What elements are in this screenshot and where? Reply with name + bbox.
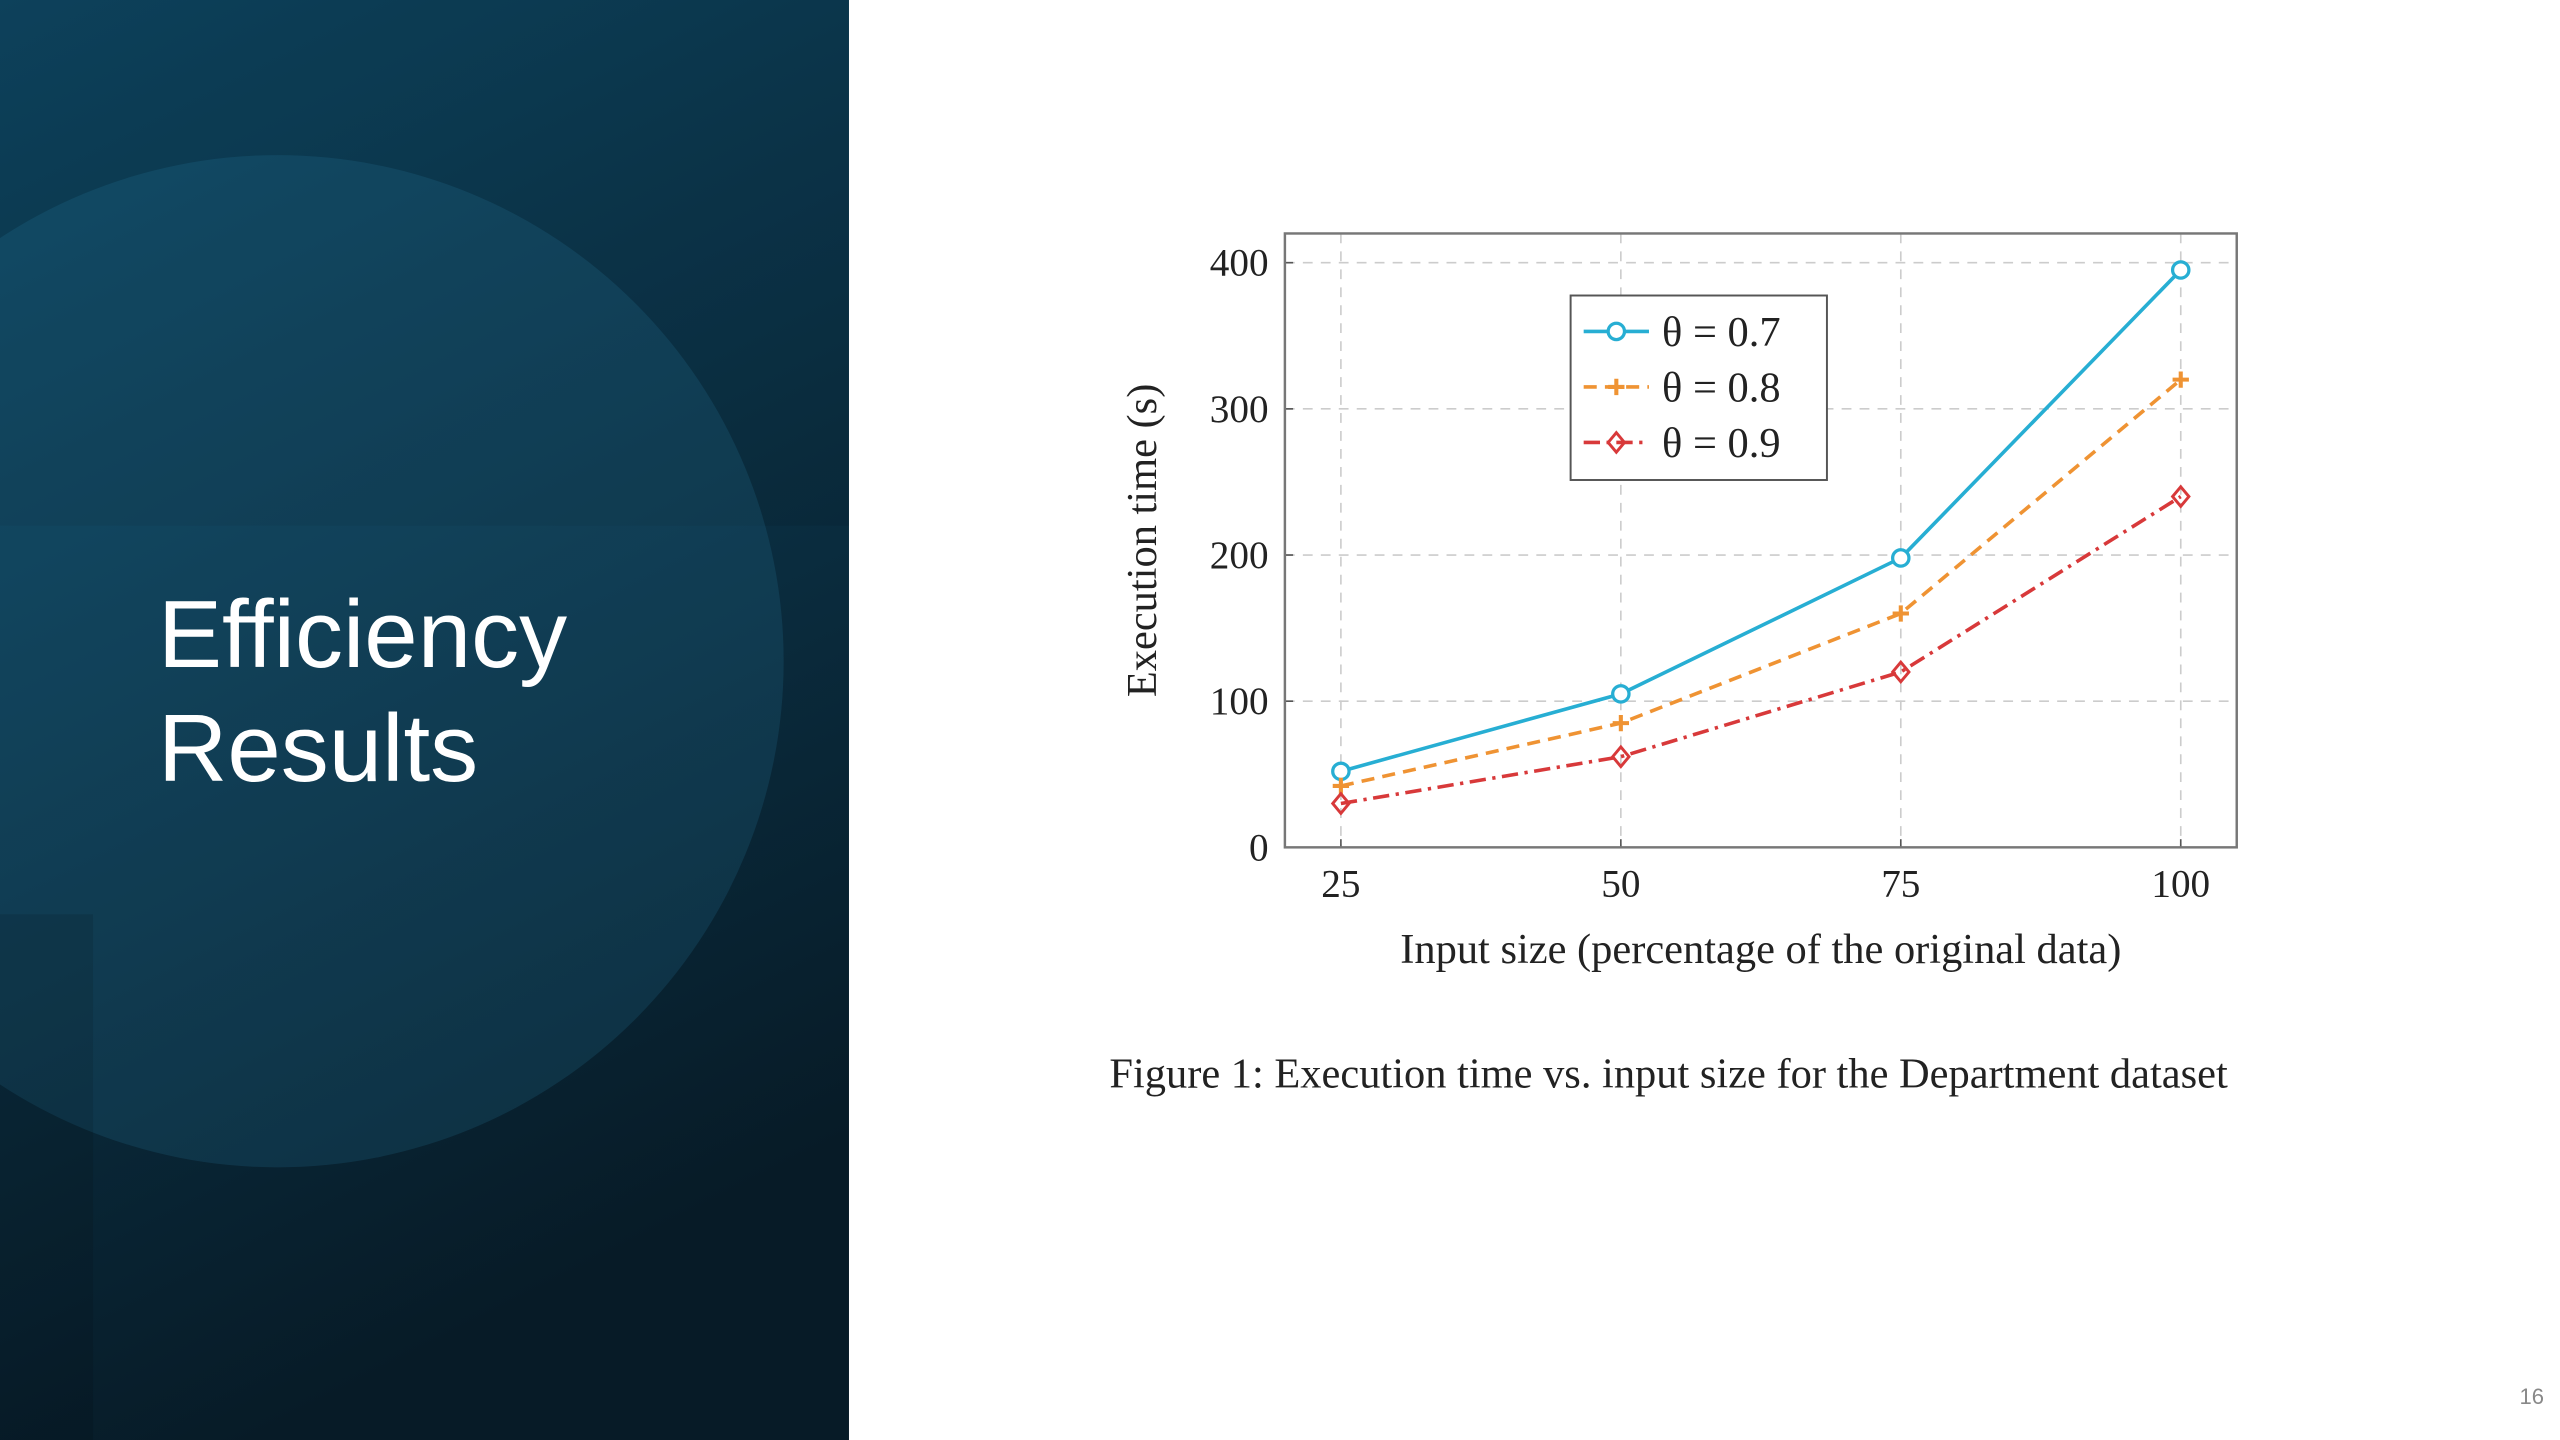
y-tick-label: 100 bbox=[1210, 680, 1269, 723]
marker bbox=[1330, 791, 1351, 816]
series-line bbox=[1340, 378, 2182, 788]
marker bbox=[2170, 260, 2191, 280]
y-tick-label: 400 bbox=[1210, 242, 1269, 285]
panel-strip bbox=[0, 914, 94, 1440]
slide-title: Efficiency Results bbox=[158, 581, 568, 802]
chart: 0 100 200 300 400 25 50 75 100 Input size (percen… bbox=[1109, 232, 2238, 1097]
x-tick-label: 25 bbox=[1321, 862, 1360, 905]
x-tick-label: 100 bbox=[2151, 862, 2210, 905]
marker bbox=[1890, 659, 1911, 685]
series-line bbox=[1340, 495, 2182, 806]
legend-label: θ = 0.8 bbox=[1662, 365, 1781, 412]
legend-label: θ = 0.7 bbox=[1662, 309, 1781, 356]
panel-circle bbox=[0, 155, 784, 1168]
x-tick-label: 50 bbox=[1601, 862, 1640, 905]
marker bbox=[2170, 484, 2191, 509]
legend-marker bbox=[1608, 378, 1625, 396]
y-axis-label: Execution time (s) bbox=[1119, 384, 1166, 697]
legend-label: θ = 0.9 bbox=[1662, 420, 1781, 467]
marker bbox=[1612, 714, 1630, 732]
page-number: 16 bbox=[2519, 1384, 2544, 1409]
marker bbox=[1332, 777, 1350, 795]
marker bbox=[1610, 744, 1631, 769]
side-panel bbox=[0, 0, 849, 1440]
x-axis-label: Input size (percentage of the original d… bbox=[1400, 926, 2121, 973]
y-tick-label: 0 bbox=[1249, 826, 1269, 869]
marker bbox=[1331, 761, 1351, 782]
marker bbox=[1611, 684, 1631, 704]
legend-marker bbox=[1606, 321, 1627, 342]
panel-band bbox=[0, 0, 849, 526]
marker bbox=[2172, 371, 2189, 388]
marker bbox=[1890, 548, 1911, 568]
caption: Figure 1: Execution time vs. input size … bbox=[1109, 1050, 2228, 1097]
y-tick-label: 200 bbox=[1210, 534, 1269, 577]
x-tick-label: 75 bbox=[1881, 862, 1920, 905]
series-line bbox=[1340, 268, 2183, 774]
y-tick-label: 300 bbox=[1210, 388, 1269, 431]
legend-marker bbox=[1606, 430, 1627, 455]
plot-frame bbox=[1283, 232, 2238, 849]
marker bbox=[1892, 605, 1909, 622]
